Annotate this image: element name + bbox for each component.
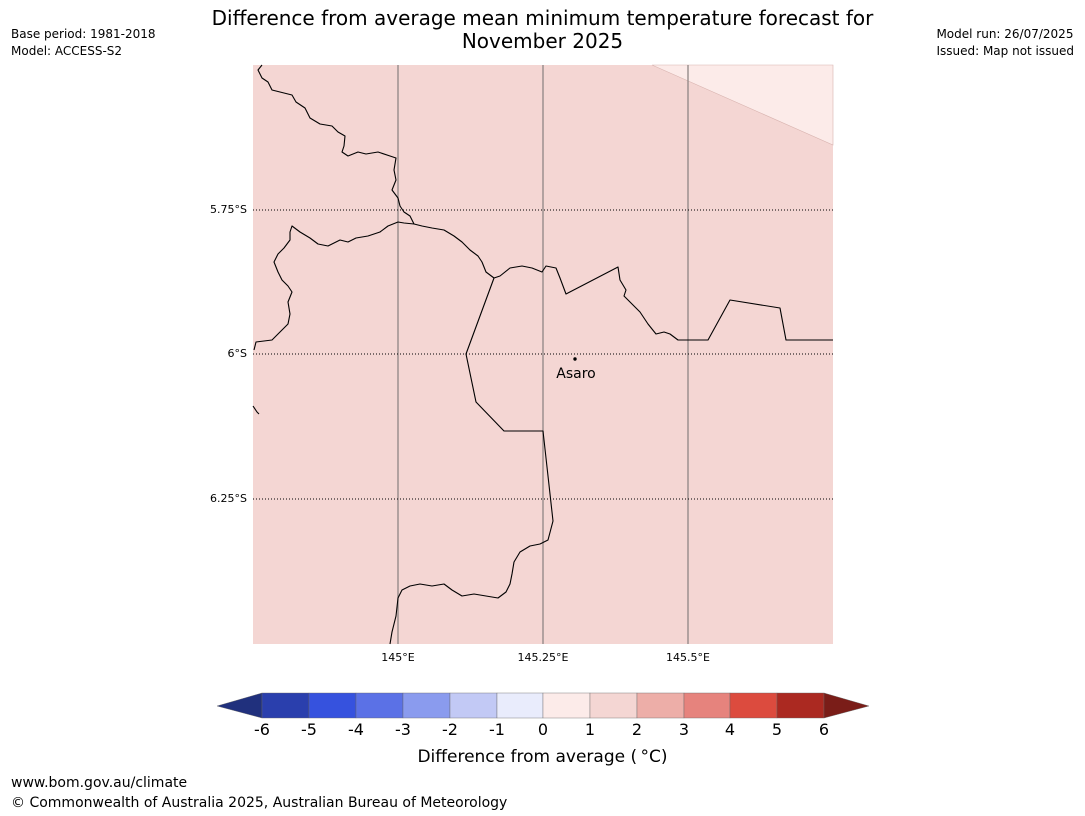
asaro-marker (573, 357, 577, 361)
colorbar-box (683, 692, 731, 719)
colorbar-title: Difference from average ( °C) (417, 747, 668, 767)
colorbar-box (402, 692, 451, 719)
colorbar-tick-label: -3 (395, 720, 411, 739)
colorbar (216, 692, 870, 719)
place-label-asaro: Asaro (556, 366, 595, 382)
boundary-lines (252, 64, 833, 645)
header-left-meta: Base period: 1981-2018 Model: ACCESS-S2 (11, 26, 156, 60)
map-title-line2: November 2025 (461, 29, 624, 53)
lon-label-145-25e: 145.25°E (518, 651, 569, 664)
colorbar-tick-label: 4 (725, 720, 735, 739)
lon-label-145-5e: 145.5°E (666, 651, 710, 664)
map-title: Difference from average mean minimum tem… (0, 7, 1085, 53)
colorbar-tick-label: 5 (772, 720, 782, 739)
lat-label-5-75s: 5.75°S (210, 203, 247, 216)
issued-text: Issued: Map not issued (936, 44, 1074, 58)
colorbar-tick-labels: -6 -5 -4 -3 -2 -1 0 1 2 3 4 5 6 (254, 720, 829, 739)
colorbar-box (308, 692, 357, 719)
colorbar-box (355, 692, 404, 719)
model-run-text: Model run: 26/07/2025 (936, 27, 1074, 41)
colorbar-box (542, 692, 591, 719)
colorbar-tick-label: 0 (538, 720, 548, 739)
colorbar-tick-label: -1 (489, 720, 505, 739)
colorbar-tick-label: 3 (679, 720, 689, 739)
colorbar-tick-label: -6 (254, 720, 270, 739)
map-title-line1: Difference from average mean minimum tem… (211, 6, 874, 30)
colorbar-box (449, 692, 498, 719)
lat-label-6s: 6°S (228, 347, 247, 360)
colorbar-tick-label: -2 (442, 720, 458, 739)
footer-url: www.bom.gov.au/climate (11, 775, 188, 791)
lat-label-6-25s: 6.25°S (210, 492, 247, 505)
base-period-text: Base period: 1981-2018 (11, 27, 156, 41)
colorbar-box (496, 692, 544, 719)
colorbar-box (589, 692, 638, 719)
header-right-meta: Model run: 26/07/2025 Issued: Map not is… (936, 26, 1074, 60)
colorbar-tick-label: 6 (819, 720, 829, 739)
lon-label-145e: 145°E (381, 651, 414, 664)
map-lighter-region (651, 64, 834, 146)
footer-copyright: © Commonwealth of Australia 2025, Austra… (11, 795, 508, 811)
colorbar-tick-label: -5 (301, 720, 317, 739)
colorbar-tick-label: 2 (632, 720, 642, 739)
colorbar-box (729, 692, 778, 719)
colorbar-box (636, 692, 685, 719)
colorbar-tick-label: -4 (348, 720, 364, 739)
colorbar-extend-low (216, 692, 263, 719)
colorbar-box (261, 692, 310, 719)
model-text: Model: ACCESS-S2 (11, 44, 123, 58)
colorbar-box (776, 692, 825, 719)
colorbar-tick-label: 1 (585, 720, 595, 739)
colorbar-extend-high (823, 692, 870, 719)
